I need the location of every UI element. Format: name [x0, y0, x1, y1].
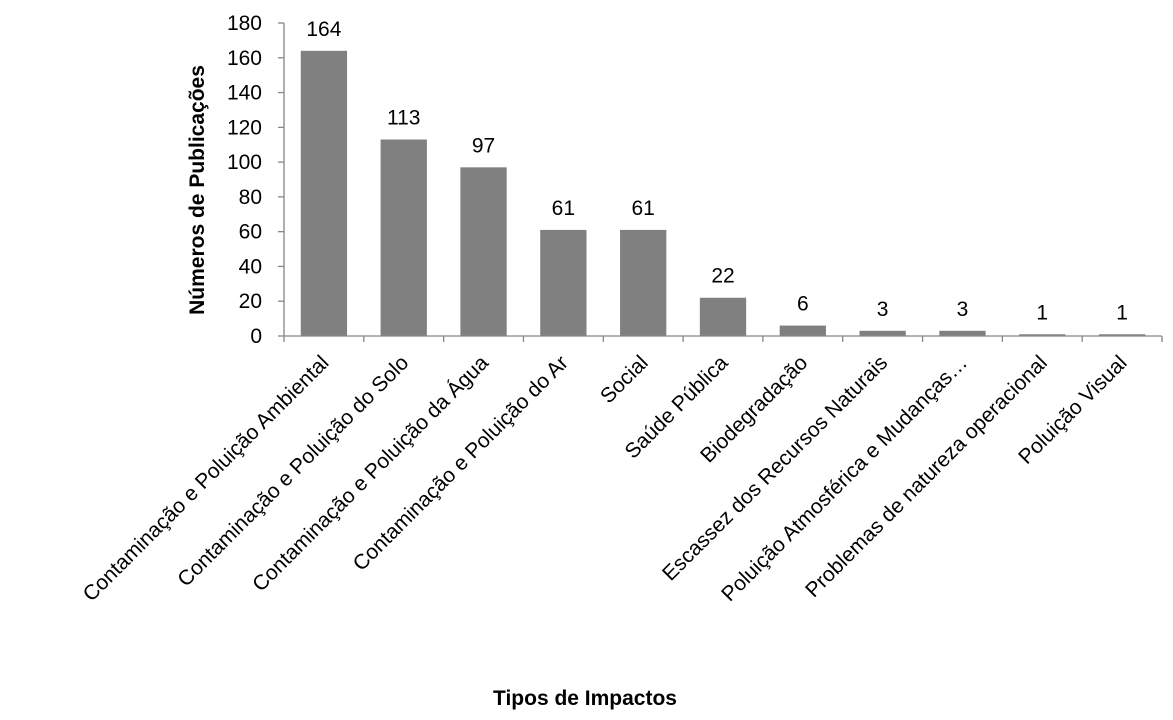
- bar: [460, 167, 507, 336]
- y-tick-label: 40: [239, 255, 262, 278]
- data-label: 3: [957, 298, 969, 321]
- bar: [859, 330, 906, 336]
- bar: [699, 297, 747, 336]
- y-tick-label: 20: [239, 290, 262, 313]
- y-tick-label: 120: [227, 116, 262, 139]
- bar: [779, 325, 826, 336]
- y-axis-title: Números de Publicações: [186, 65, 209, 315]
- y-tick-label: 140: [227, 82, 262, 105]
- y-tick-label: 160: [227, 47, 262, 70]
- data-label: 1: [1116, 301, 1128, 324]
- data-label: 164: [306, 18, 341, 41]
- data-label: 22: [711, 265, 734, 288]
- bar: [1019, 334, 1066, 336]
- y-tick-label: 180: [227, 12, 262, 35]
- data-label: 113: [387, 107, 420, 130]
- y-tick-label: 0: [250, 325, 262, 348]
- y-tick-label: 80: [239, 186, 262, 209]
- data-label: 1: [1036, 301, 1048, 324]
- x-axis: [283, 335, 1163, 342]
- data-labels-group: 164 113 97 61 61 22 6 3 3 1 1: [306, 18, 1128, 324]
- bars-group: [300, 50, 1146, 336]
- y-tick-label: 100: [227, 151, 262, 174]
- bar: [540, 229, 587, 336]
- category-label: Social: [596, 351, 653, 408]
- data-label: 3: [877, 298, 889, 321]
- bar: [620, 229, 667, 336]
- category-labels-group: Contaminação e Poluição AmbientalContami…: [79, 351, 1132, 606]
- x-axis-title: Tipos de Impactos: [493, 687, 677, 710]
- bar: [300, 50, 348, 336]
- bar: [380, 139, 427, 336]
- y-axis: 0 20 40 60 80 100 120 140 160 180: [227, 12, 285, 348]
- data-label: 61: [632, 197, 655, 220]
- bar: [939, 330, 986, 336]
- data-label: 61: [552, 197, 575, 220]
- data-label: 97: [472, 134, 495, 157]
- y-tick-label: 60: [239, 221, 262, 244]
- data-label: 6: [797, 293, 809, 316]
- bar: [1098, 334, 1146, 336]
